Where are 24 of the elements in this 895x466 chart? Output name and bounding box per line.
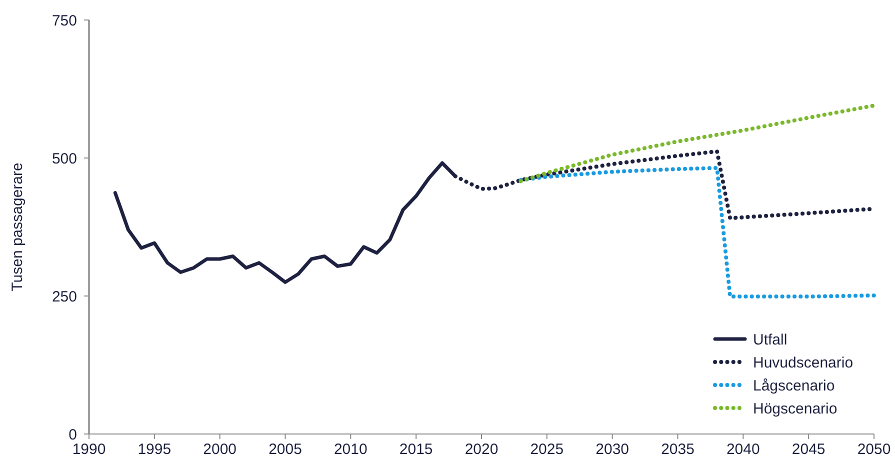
legend-label: Huvudscenario xyxy=(753,354,854,372)
x-tick-label: 2005 xyxy=(268,441,302,458)
x-tick-label: 2035 xyxy=(661,441,694,458)
y-axis-title: Tusen passagerare xyxy=(9,162,26,292)
x-tick-label: 2030 xyxy=(596,441,630,458)
x-tick-label: 2045 xyxy=(792,441,826,458)
legend-label: Högscenario xyxy=(753,400,838,418)
x-tick-label: 2050 xyxy=(857,441,891,458)
line-series xyxy=(518,166,876,299)
x-tick-label: 2040 xyxy=(726,441,760,458)
x-tick-label: 1995 xyxy=(138,441,172,458)
x-tick-label: 2025 xyxy=(530,441,564,458)
y-tick-label: 750 xyxy=(52,12,77,30)
x-tick-label: 2020 xyxy=(464,441,498,458)
line-series xyxy=(518,104,876,184)
x-tick-label: 2000 xyxy=(203,441,237,458)
legend-label: Lågscenario xyxy=(753,377,835,394)
y-tick-label: 250 xyxy=(52,288,77,306)
x-tick-label: 2010 xyxy=(334,441,368,458)
x-tick-label: 2015 xyxy=(399,441,433,458)
y-tick-label: 500 xyxy=(52,150,77,168)
y-tick-label: 0 xyxy=(68,426,77,444)
x-tick-label: 1990 xyxy=(72,441,106,458)
legend-label: Utfall xyxy=(753,331,788,348)
